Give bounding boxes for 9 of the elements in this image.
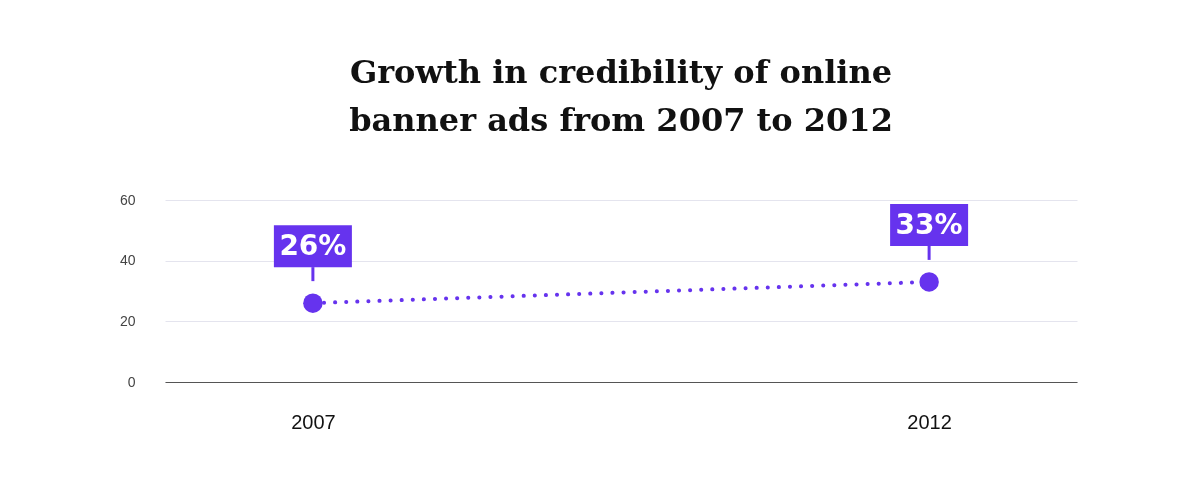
y-tick-label: 40 <box>119 252 136 269</box>
x-tick-label: 2007 <box>291 410 336 433</box>
y-tick-label: 0 <box>127 373 136 390</box>
chart-title: Growth in credibility of online banner ads from 2007 to 2012 <box>349 53 893 139</box>
text: 33% <box>895 207 963 241</box>
y-tick-label: 20 <box>119 312 136 329</box>
y-tick-label: 60 <box>119 191 136 208</box>
text: 26% <box>279 229 347 263</box>
x-tick-label: 2012 <box>907 410 952 433</box>
